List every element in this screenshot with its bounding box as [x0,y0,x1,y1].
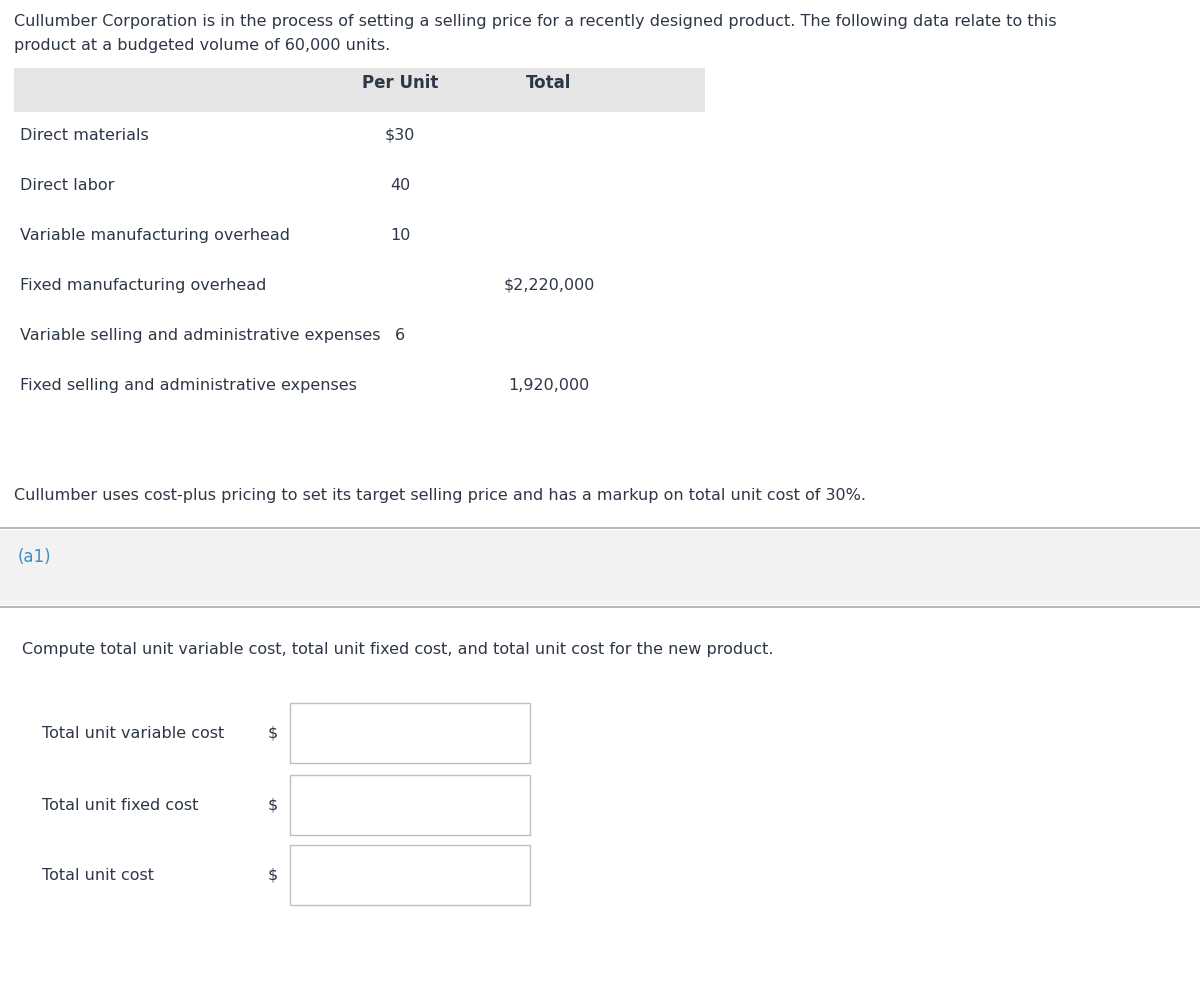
Text: product at a budgeted volume of 60,000 units.: product at a budgeted volume of 60,000 u… [14,38,390,53]
Text: Per Unit: Per Unit [362,74,438,92]
Text: Total unit variable cost: Total unit variable cost [42,725,224,740]
FancyBboxPatch shape [290,845,530,905]
Text: Fixed selling and administrative expenses: Fixed selling and administrative expense… [20,378,356,393]
Text: 1,920,000: 1,920,000 [509,378,589,393]
Text: Direct materials: Direct materials [20,128,149,143]
Text: 40: 40 [390,178,410,193]
FancyBboxPatch shape [0,530,1200,605]
Text: 6: 6 [395,328,406,343]
Text: $: $ [268,798,278,812]
Text: Total: Total [527,74,571,92]
Text: Direct labor: Direct labor [20,178,114,193]
Text: Variable selling and administrative expenses: Variable selling and administrative expe… [20,328,380,343]
Text: $: $ [268,867,278,883]
FancyBboxPatch shape [14,68,706,112]
Text: Variable manufacturing overhead: Variable manufacturing overhead [20,228,290,243]
Text: $2,220,000: $2,220,000 [503,278,595,293]
Text: Total unit cost: Total unit cost [42,867,154,883]
Text: Cullumber Corporation is in the process of setting a selling price for a recentl: Cullumber Corporation is in the process … [14,14,1057,29]
Text: Cullumber uses cost-plus pricing to set its target selling price and has a marku: Cullumber uses cost-plus pricing to set … [14,488,866,503]
Text: $: $ [268,725,278,740]
Text: (a1): (a1) [18,548,52,566]
Text: $30: $30 [385,128,415,143]
FancyBboxPatch shape [290,775,530,835]
Text: Compute total unit variable cost, total unit fixed cost, and total unit cost for: Compute total unit variable cost, total … [22,642,774,657]
Text: Fixed manufacturing overhead: Fixed manufacturing overhead [20,278,266,293]
FancyBboxPatch shape [0,607,1200,992]
FancyBboxPatch shape [290,703,530,763]
Text: 10: 10 [390,228,410,243]
Text: Total unit fixed cost: Total unit fixed cost [42,798,198,812]
